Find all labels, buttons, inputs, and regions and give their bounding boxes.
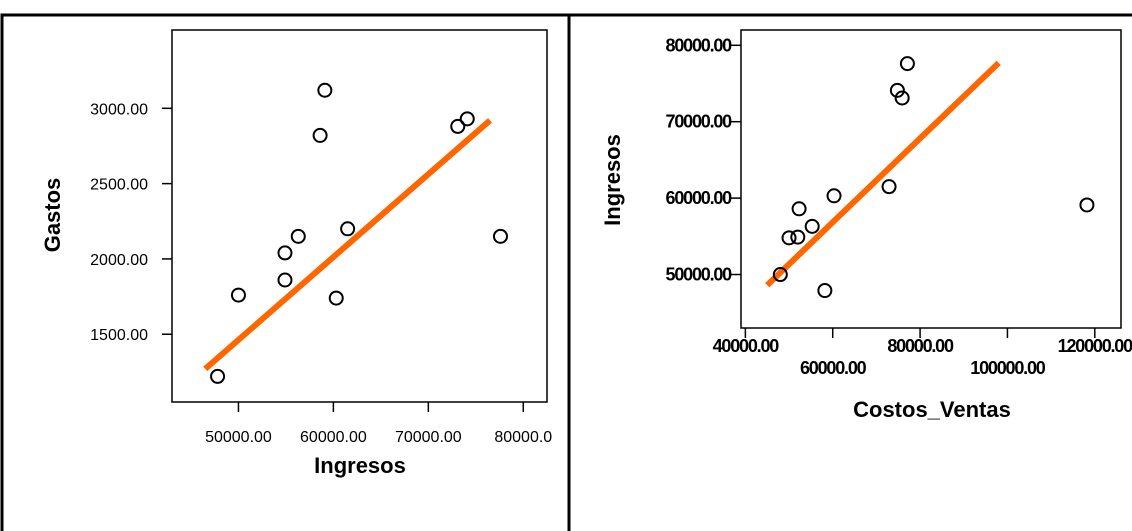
x-tick-label: 70000.00: [395, 429, 462, 446]
y-axis-title: Gastos: [40, 178, 65, 253]
fit-line-layer: [203, 118, 493, 372]
x-axis: 40000.00 60000.00 80000.00 100000.00 120000.…: [713, 328, 1132, 378]
x-tick-label: 40000.00: [713, 336, 780, 356]
y-tick-label: 60000.00: [666, 188, 733, 208]
x-tick-label: 100000.00: [970, 358, 1045, 378]
fit-line: [203, 118, 493, 372]
scatter-point: [790, 229, 806, 245]
scatter-point: [889, 82, 905, 98]
scatter-point: [340, 221, 356, 237]
y-tick-label: 2500.00: [90, 177, 148, 194]
scatter-point: [450, 118, 466, 134]
scatter-point: [826, 188, 842, 204]
y-tick-label: 1500.00: [90, 327, 148, 344]
plot-frame: [171, 29, 548, 403]
scatter-point: [817, 283, 833, 299]
x-axis-title: Ingresos: [314, 453, 406, 478]
chart-gastos-vs-ingresos: 1500.00 2000.00 2500.00 3000.00 50000.00 600…: [40, 29, 552, 478]
y-tick-label: 2000.00: [90, 252, 148, 269]
chart-ingresos-vs-costos-ventas: 50000.00 60000.00 70000.00 80000.00 40000.0…: [600, 29, 1132, 422]
scatter-point: [781, 230, 797, 246]
scatter-point: [317, 82, 333, 98]
x-tick-label: 50000.00: [205, 429, 272, 446]
x-tick-label: 120000.00: [1058, 336, 1132, 356]
plot-frame: [740, 29, 1122, 329]
scatter-point: [492, 228, 508, 244]
y-tick-label: 80000.00: [666, 35, 733, 55]
y-tick-label: 70000.00: [666, 112, 733, 132]
scatter-point: [210, 368, 226, 384]
points-layer: [210, 82, 508, 384]
scatter-point: [277, 245, 293, 261]
x-tick-label: 80000.0: [494, 429, 552, 446]
scatter-point: [804, 218, 820, 234]
x-tick-label: 60000.00: [300, 429, 367, 446]
scatter-point: [1079, 197, 1095, 213]
scatter-point: [230, 287, 246, 303]
scatter-point: [881, 179, 897, 195]
scatter-point: [312, 127, 328, 143]
x-tick-label: 80000.00: [887, 336, 954, 356]
right-panel-border: [567, 13, 1132, 531]
y-axis-title: Ingresos: [600, 134, 625, 226]
x-tick-label: 60000.00: [800, 358, 867, 378]
scatter-point: [894, 90, 910, 106]
y-axis: 1500.00 2000.00 2500.00 3000.00: [90, 101, 172, 344]
fit-line: [765, 60, 1001, 288]
y-axis: 50000.00 60000.00 70000.00 80000.00: [666, 35, 741, 285]
scatter-point: [277, 272, 293, 288]
scatter-point: [772, 267, 788, 283]
y-tick-label: 50000.00: [666, 265, 733, 285]
scatter-point: [290, 228, 306, 244]
x-axis-title: Costos_Ventas: [853, 397, 1011, 422]
points-layer: [772, 56, 1095, 299]
scatter-point: [328, 290, 344, 306]
scatter-point: [459, 111, 475, 127]
scatter-point: [791, 201, 807, 217]
x-axis: 50000.00 60000.00 70000.00 80000.0: [205, 402, 552, 446]
y-tick-label: 3000.00: [90, 101, 148, 118]
scatter-point: [899, 56, 915, 72]
fit-line-layer: [765, 60, 1001, 288]
